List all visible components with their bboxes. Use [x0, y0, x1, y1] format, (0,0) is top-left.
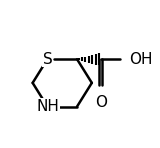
Text: O: O	[95, 95, 107, 110]
Text: OH: OH	[129, 52, 152, 67]
Text: S: S	[43, 52, 52, 67]
Text: NH: NH	[36, 99, 59, 114]
